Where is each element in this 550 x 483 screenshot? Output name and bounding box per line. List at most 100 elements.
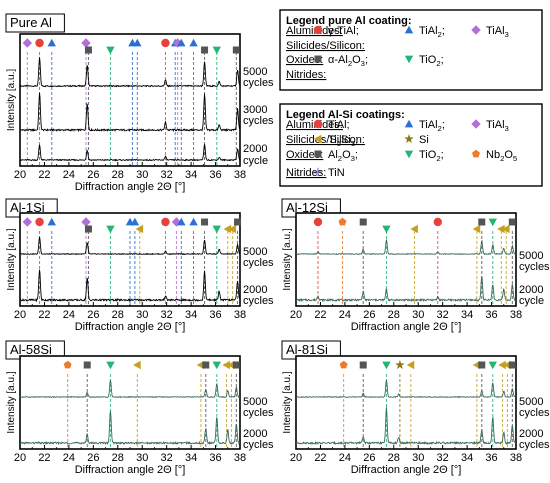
phase-marker-pentagon — [339, 360, 348, 369]
x-tick-label: 34 — [185, 309, 197, 321]
legend-title: Legend Al-Si coatings: — [286, 109, 405, 121]
series-label-unit: cycles — [243, 77, 274, 89]
trace-5000-cycles — [19, 236, 240, 256]
legend-marker-circle — [313, 25, 323, 35]
legend-marker-plus — [313, 167, 323, 177]
phase-marker-square — [84, 225, 92, 233]
x-tick-label: 30 — [412, 452, 424, 464]
phase-marker-triangle-left — [222, 360, 230, 370]
legend-item-label: Nb2​O5​ — [486, 149, 517, 163]
series-label-unit: cycles — [243, 295, 274, 307]
legend-marker-square — [314, 55, 322, 63]
trace-2000-cycles — [19, 269, 241, 303]
x-tick-label: 26 — [87, 169, 99, 181]
panel-title: Al-1Si — [10, 200, 45, 215]
x-tick-label: 30 — [136, 452, 148, 464]
phase-marker-triangle-left — [498, 360, 506, 370]
legend-item-label: TiAl; — [328, 119, 350, 131]
y-axis-label: Intensity [a.u.] — [282, 228, 293, 290]
legend-marker-diamond — [471, 25, 481, 35]
x-tick-label: 36 — [209, 169, 221, 181]
series-label-unit: cycles — [519, 261, 550, 273]
phase-marker-square — [359, 218, 367, 226]
legend-al-si: Legend Al-Si coatings:Aluminides:TiAl;Ti… — [279, 103, 543, 187]
phase-marker-square — [478, 361, 486, 369]
series-label-value: 5000 — [243, 396, 267, 408]
x-tick-label: 38 — [234, 309, 246, 321]
phase-marker-triangle-down — [212, 361, 221, 370]
phase-marker-triangle-left — [223, 224, 232, 234]
reference-lines — [343, 374, 513, 449]
series-label-value: 5000 — [519, 250, 543, 262]
y-axis-label: Intensity [a.u.] — [6, 228, 17, 290]
phase-marker-square — [232, 46, 240, 54]
phase-marker-triangle-down — [382, 361, 391, 370]
x-tick-label: 20 — [14, 452, 26, 464]
legend-item-label: TiAl3​ — [486, 25, 509, 39]
x-tick-label: 38 — [510, 452, 522, 464]
x-tick-label: 38 — [234, 452, 246, 464]
x-axis-label: Diffraction angle 2Θ [°] — [75, 464, 186, 476]
legend-pure-al: Legend pure Al coating:Aluminides:γ-TiAl… — [279, 9, 543, 91]
x-tick-label: 30 — [136, 169, 148, 181]
phase-marker-square — [201, 46, 209, 54]
legend-marker-pentagon — [472, 149, 480, 158]
phase-marker-triangle-down — [106, 46, 115, 55]
x-tick-label: 22 — [38, 309, 50, 321]
x-axis: 20 22 24 26 28 30 32 34 36 38 — [14, 162, 246, 181]
phase-marker-square — [508, 361, 516, 369]
x-tick-label: 28 — [388, 452, 400, 464]
series-label-unit: cycles — [243, 439, 274, 451]
trace-2000-cycles — [19, 410, 240, 446]
series-label-value: 2000 — [243, 284, 267, 296]
x-tick-label: 38 — [234, 169, 246, 181]
x-tick-label: 20 — [14, 169, 26, 181]
legend-marker-star — [404, 134, 414, 144]
phase-marker-square — [359, 361, 367, 369]
phase-marker-square — [232, 361, 240, 369]
phase-marker-pentagon — [338, 217, 347, 226]
x-tick-label: 24 — [63, 452, 75, 464]
phase-marker-circle — [313, 217, 323, 227]
plot-frame — [19, 355, 241, 450]
trace-2000-cycle — [20, 144, 241, 162]
x-tick-label: 26 — [363, 309, 375, 321]
phase-marker-circle — [433, 217, 442, 227]
phase-marker-triangle-down — [488, 218, 497, 227]
x-tick-label: 32 — [161, 309, 173, 321]
x-tick-label: 32 — [437, 309, 449, 321]
trace-3000-cycles — [19, 92, 241, 133]
diffraction-traces — [19, 57, 241, 162]
phase-marker-star — [395, 360, 405, 370]
x-axis-label: Diffraction angle 2Θ [°] — [75, 321, 186, 333]
phase-marker-triangle-down — [106, 225, 115, 234]
legend-marker-circle — [313, 119, 323, 129]
series-label-value: 3000 — [243, 104, 267, 116]
x-axis-label: Diffraction angle 2Θ [°] — [75, 181, 186, 193]
phase-marker-square — [508, 218, 516, 226]
legend-marker-diamond — [471, 119, 481, 129]
x-tick-label: 28 — [112, 309, 124, 321]
series-label-unit: cycles — [519, 439, 550, 451]
phase-marker-triangle-down — [382, 225, 391, 234]
legend-item-label: TiAl3​ — [486, 119, 509, 133]
x-axis-label: Diffraction angle 2Θ [°] — [351, 464, 462, 476]
series-label-value: 5000 — [243, 246, 267, 258]
y-axis-label: Intensity [a.u.] — [6, 69, 17, 131]
x-tick-label: 22 — [314, 309, 326, 321]
legend-item-label: TiAl2​; — [419, 119, 445, 133]
diffraction-traces — [295, 239, 517, 303]
phase-marker-triangle-down — [212, 46, 221, 55]
x-tick-label: 32 — [437, 452, 449, 464]
series-label-value: 2000 — [519, 284, 543, 296]
x-tick-label: 22 — [38, 452, 50, 464]
series-label-value: 5000 — [243, 66, 267, 78]
x-tick-label: 24 — [63, 169, 75, 181]
phase-marker-triangle-down — [106, 361, 115, 370]
phase-marker-triangle-left — [497, 224, 505, 234]
series-label-unit: cycles — [519, 407, 550, 419]
